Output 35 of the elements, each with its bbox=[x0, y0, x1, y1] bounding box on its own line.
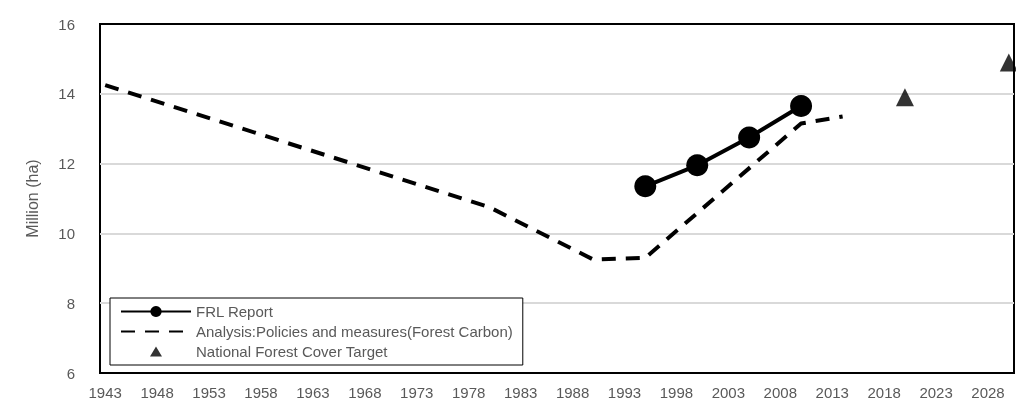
y-tick-label: 16 bbox=[58, 15, 75, 33]
y-tick-label: 14 bbox=[58, 85, 75, 103]
x-tick-label: 2013 bbox=[815, 384, 849, 401]
line-series bbox=[103, 83, 845, 262]
x-tick-label: 1973 bbox=[400, 384, 434, 401]
y-tick-label: 6 bbox=[66, 364, 75, 382]
point bbox=[999, 53, 1016, 72]
y-tick-label: 12 bbox=[58, 155, 75, 173]
legend-label: Analysis:Policies and measures(Forest Carbon) bbox=[196, 323, 513, 340]
x-tick-label: 1963 bbox=[296, 384, 330, 401]
x-tick-label: 1988 bbox=[555, 384, 590, 401]
x-tick-label: 2008 bbox=[763, 384, 797, 401]
point bbox=[738, 126, 761, 149]
x-tick-label: 2003 bbox=[711, 384, 746, 401]
x-tick-label: 2023 bbox=[919, 384, 953, 401]
x-tick-label: 2018 bbox=[867, 384, 901, 401]
x-tick-label: 1953 bbox=[192, 384, 226, 401]
x-tick-label: 1983 bbox=[503, 384, 538, 401]
point bbox=[895, 88, 914, 107]
y-tick-label: 8 bbox=[66, 294, 75, 312]
x-tick-label: 1998 bbox=[659, 384, 694, 401]
x-tick-label: 1968 bbox=[348, 384, 382, 401]
legend-label: FRL Report bbox=[196, 303, 274, 320]
y-axis-title: Million (ha) bbox=[23, 159, 41, 238]
x-tick-label: 1978 bbox=[452, 384, 486, 401]
x-tick-label: 1958 bbox=[244, 384, 278, 401]
x-tick-label: 1993 bbox=[607, 384, 642, 401]
y-tick-label: 10 bbox=[58, 224, 75, 242]
point bbox=[790, 95, 813, 118]
legend-label: National Forest Cover Target bbox=[196, 343, 389, 360]
point bbox=[686, 154, 709, 177]
x-tick-label: 2028 bbox=[971, 384, 1005, 401]
x-tick-label: 1943 bbox=[88, 384, 122, 401]
point bbox=[634, 175, 657, 198]
x-tick-label: 1948 bbox=[140, 384, 174, 401]
